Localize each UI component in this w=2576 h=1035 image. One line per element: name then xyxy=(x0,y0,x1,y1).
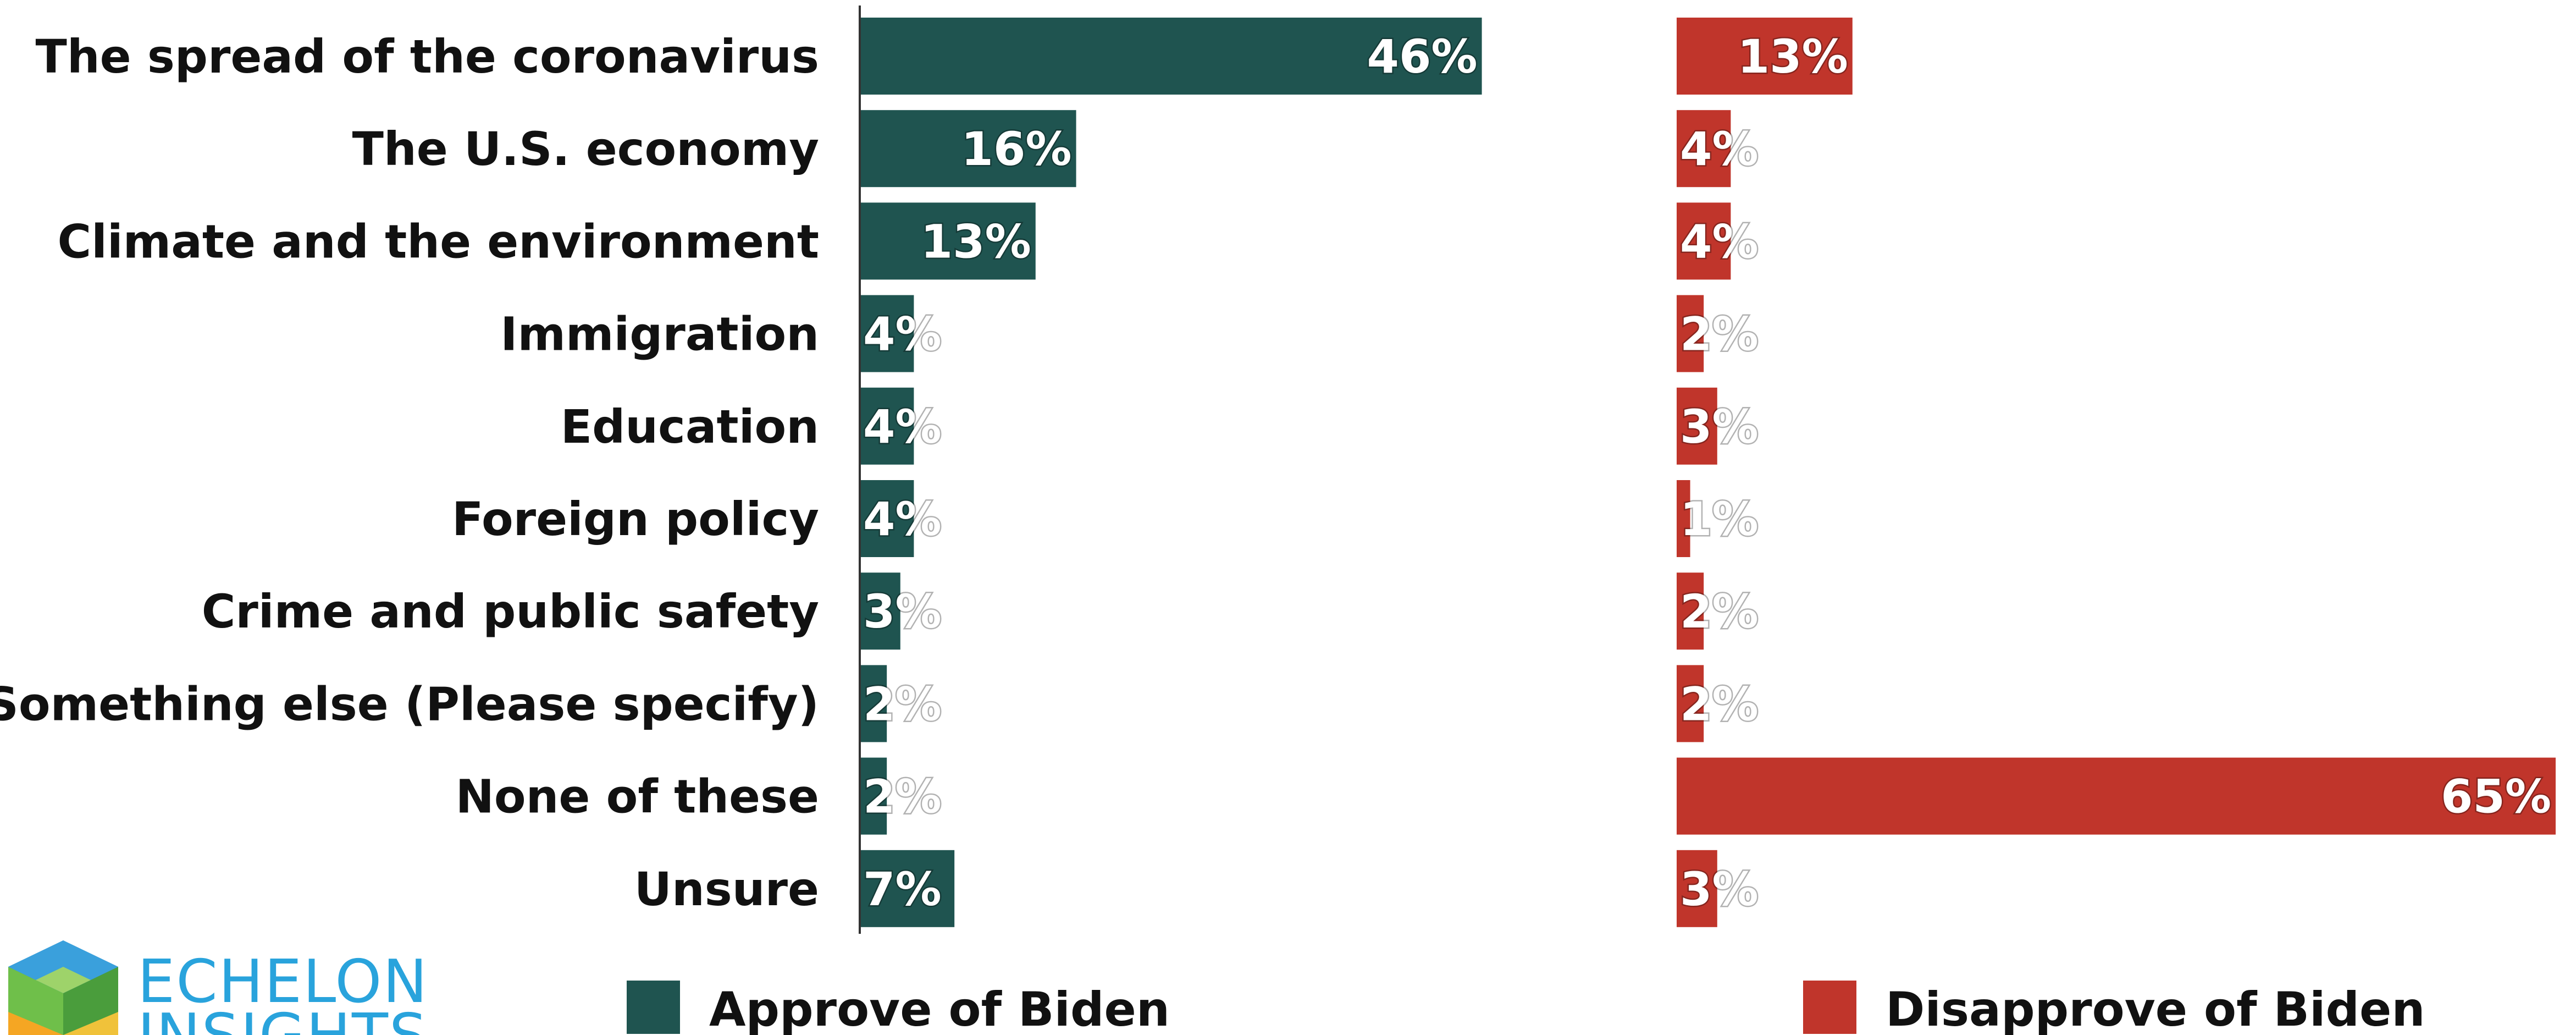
bar-disapprove-climate-and-the-environment xyxy=(1677,202,1731,280)
bar-approve-the-u-s-economy xyxy=(860,110,1076,188)
value-label-disapprove-the-u-s-economy: 4% xyxy=(1680,122,1759,176)
value-label-approve-the-u-s-economy: 16% xyxy=(961,122,1072,176)
value-label-disapprove-immigration: 2% xyxy=(1680,307,1759,361)
value-label-approve-unsure: 7% xyxy=(863,862,942,916)
value-label-approve-climate-and-the-environment: 13% xyxy=(921,214,1031,268)
legend-swatch-disapprove xyxy=(1803,981,1856,1034)
bar-disapprove-none-of-these xyxy=(1677,757,2556,835)
value-label-approve-foreign-policy: 4% xyxy=(863,492,942,546)
bar-disapprove-immigration xyxy=(1677,295,1704,372)
value-label-approve-education: 4% xyxy=(863,400,942,454)
legend: Approve of Biden Disapprove of Biden xyxy=(627,981,2425,1035)
legend-label-disapprove: Disapprove of Biden xyxy=(1886,982,2425,1035)
logo-wordmark-line2: INSIGHTS xyxy=(137,1001,428,1035)
category-label-crime-and-public-safety: Crime and public safety xyxy=(202,585,819,638)
value-label-disapprove-none-of-these: 65% xyxy=(2441,770,2551,824)
category-label-education: Education xyxy=(561,400,819,454)
bar-approve-immigration xyxy=(860,295,914,372)
bar-disapprove-unsure xyxy=(1677,850,1717,927)
bar-approve-the-spread-of-the-coronavirus xyxy=(860,18,1482,95)
value-label-disapprove-something-else-please-specify: 2% xyxy=(1680,677,1759,731)
bar-disapprove-education xyxy=(1677,387,1717,465)
value-label-approve-the-spread-of-the-coronavirus: 46% xyxy=(1367,30,1478,84)
bar-disapprove-something-else-please-specify xyxy=(1677,665,1704,742)
value-label-disapprove-climate-and-the-environment: 4% xyxy=(1680,214,1759,268)
value-label-disapprove-crime-and-public-safety: 2% xyxy=(1680,585,1759,638)
bar-approve-unsure xyxy=(860,850,955,927)
value-label-disapprove-education: 3% xyxy=(1680,400,1759,454)
value-label-approve-crime-and-public-safety: 3% xyxy=(863,585,942,638)
category-label-something-else-please-specify: Something else (Please specify) xyxy=(0,677,819,731)
bar-disapprove-the-u-s-economy xyxy=(1677,110,1731,188)
legend-label-approve: Approve of Biden xyxy=(709,982,1170,1035)
value-label-disapprove-foreign-policy: 1% xyxy=(1680,492,1759,546)
bar-approve-foreign-policy xyxy=(860,480,914,557)
value-label-disapprove-the-spread-of-the-coronavirus: 13% xyxy=(1738,30,1848,84)
bar-disapprove-crime-and-public-safety xyxy=(1677,572,1704,650)
bar-disapprove-the-spread-of-the-coronavirus xyxy=(1677,18,1853,95)
value-label-approve-something-else-please-specify: 2% xyxy=(863,677,942,731)
value-label-disapprove-unsure: 3% xyxy=(1680,862,1759,916)
category-label-none-of-these: None of these xyxy=(456,770,819,824)
category-label-foreign-policy: Foreign policy xyxy=(452,492,819,546)
legend-swatch-approve xyxy=(627,981,680,1034)
category-label-the-spread-of-the-coronavirus: The spread of the coronavirus xyxy=(36,30,819,84)
category-label-climate-and-the-environment: Climate and the environment xyxy=(57,214,819,268)
bar-approve-none-of-these xyxy=(860,757,887,835)
logo-cube-icon xyxy=(8,940,118,1035)
category-label-immigration: Immigration xyxy=(500,307,819,361)
bar-approve-something-else-please-specify xyxy=(860,665,887,742)
bar-approve-education xyxy=(860,387,914,465)
bar-approve-crime-and-public-safety xyxy=(860,572,900,650)
value-label-approve-none-of-these: 2% xyxy=(863,770,942,824)
echelon-insights-logo: ECHELON INSIGHTS xyxy=(8,940,428,1035)
bar-disapprove-foreign-policy xyxy=(1677,480,1690,557)
category-label-unsure: Unsure xyxy=(634,862,819,916)
logo-wordmark-line1: ECHELON xyxy=(137,948,428,1016)
chart-rows: The spread of the coronavirus 46% 13% The U… xyxy=(0,18,2556,927)
category-label-the-u-s-economy: The U.S. economy xyxy=(352,122,819,176)
value-label-approve-immigration: 4% xyxy=(863,307,942,361)
bar-approve-climate-and-the-environment xyxy=(860,202,1036,280)
